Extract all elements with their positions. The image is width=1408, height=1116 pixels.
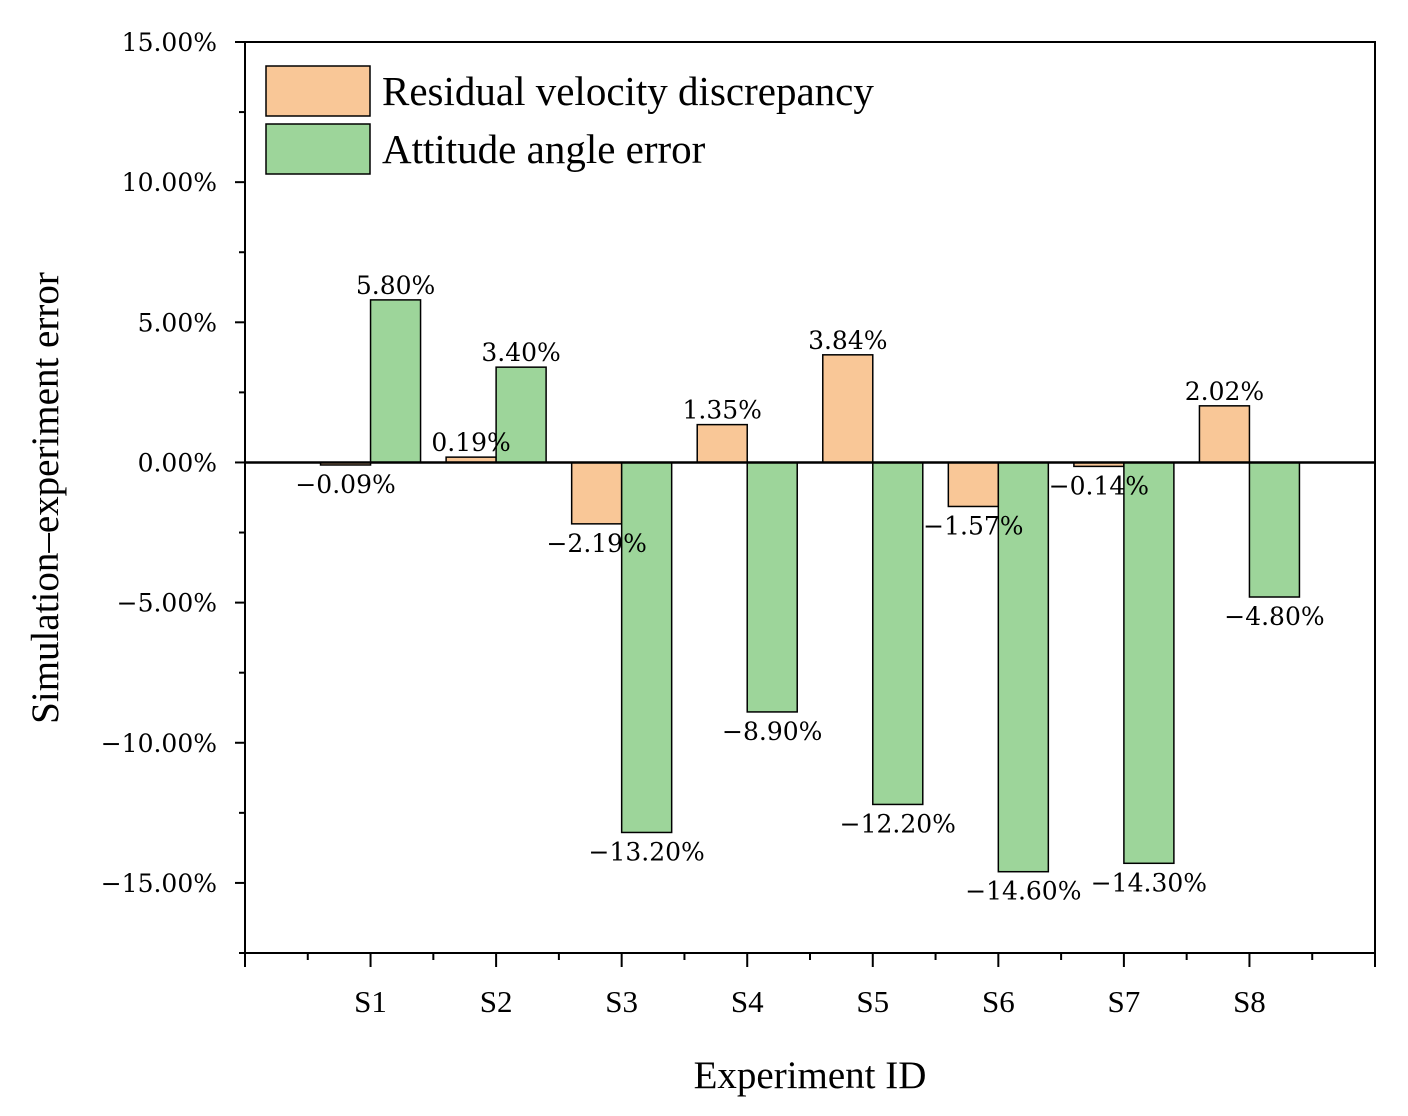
x-category-label: S1 — [354, 984, 387, 1019]
bar-attitude-angle — [620, 461, 673, 834]
data-label-attitude-angle: −4.80% — [1224, 602, 1324, 631]
y-tick-label: −10.00% — [101, 729, 217, 758]
bar-attitude-angle — [872, 461, 924, 806]
data-label-residual-velocity: −1.57% — [923, 511, 1023, 540]
x-axis: S1 S2 S3 S4 S5 S6 S7 S8 — [244, 953, 1376, 1019]
bar-residual-velocity — [696, 423, 748, 464]
x-category-label: S3 — [605, 984, 638, 1019]
y-tick-label: −15.00% — [101, 869, 217, 898]
bar-attitude-angle — [495, 366, 547, 464]
data-label-residual-velocity: −0.09% — [295, 470, 395, 499]
data-label-attitude-angle: −13.20% — [589, 837, 705, 866]
x-category-label: S6 — [982, 984, 1015, 1019]
bar-attitude-angle — [1123, 461, 1175, 865]
x-category-label: S2 — [480, 984, 513, 1019]
y-tick-label: 15.00% — [122, 28, 217, 57]
data-label-attitude-angle: 3.40% — [481, 338, 560, 367]
data-label-attitude-angle: 5.80% — [356, 271, 435, 300]
legend-label-attitude-angle: Attitude angle error — [382, 126, 706, 172]
y-tick-label: 10.00% — [122, 168, 217, 197]
data-label-residual-velocity: 1.35% — [683, 396, 762, 425]
bar-residual-velocity — [822, 354, 874, 464]
y-axis: 15.00% 10.00% 5.00% 0.00% −5.00% −10.00% −15.0… — [101, 28, 245, 954]
data-label-attitude-angle: −14.30% — [1091, 868, 1207, 897]
y-tick-label: 5.00% — [138, 308, 217, 337]
x-axis-title: Experiment ID — [694, 1054, 927, 1097]
bar-residual-velocity — [947, 461, 1000, 508]
x-category-label: S5 — [856, 984, 889, 1019]
x-category-label: S7 — [1108, 984, 1141, 1019]
y-tick-label: −5.00% — [117, 589, 217, 618]
y-axis-title: Simulation–experiment error — [24, 272, 67, 724]
data-label-residual-velocity: 3.84% — [808, 326, 887, 355]
data-label-attitude-angle: −8.90% — [722, 717, 822, 746]
y-tick-label: 0.00% — [138, 448, 217, 477]
data-label-residual-velocity: 2.02% — [1185, 377, 1264, 406]
data-labels-layer: −0.09% 0.19% −2.19% 1.35% 3.84% −1.57% −0.14% 2… — [295, 271, 1324, 906]
data-label-residual-velocity: −0.14% — [1049, 471, 1149, 500]
x-category-label: S4 — [731, 984, 764, 1019]
x-category-label: S8 — [1233, 984, 1266, 1019]
data-label-attitude-angle: −12.20% — [840, 809, 956, 838]
bar-residual-velocity — [570, 461, 623, 525]
bar-attitude-angle — [997, 461, 1050, 873]
bars-layer — [319, 299, 1301, 873]
legend: Residual velocity discrepancy Attitude a… — [265, 65, 874, 175]
data-label-residual-velocity: 0.19% — [431, 428, 510, 457]
legend-swatch-attitude-angle — [265, 123, 371, 175]
bar-residual-velocity — [1198, 405, 1251, 464]
legend-label-residual-velocity: Residual velocity discrepancy — [382, 68, 874, 114]
data-label-residual-velocity: −2.19% — [546, 529, 646, 558]
bar-attitude-angle — [746, 461, 798, 713]
bar-attitude-angle — [1248, 461, 1301, 598]
bar-attitude-angle — [369, 299, 422, 464]
legend-swatch-residual-velocity — [265, 65, 371, 117]
data-label-attitude-angle: −14.60% — [965, 877, 1081, 906]
plot-frame — [244, 41, 1376, 954]
